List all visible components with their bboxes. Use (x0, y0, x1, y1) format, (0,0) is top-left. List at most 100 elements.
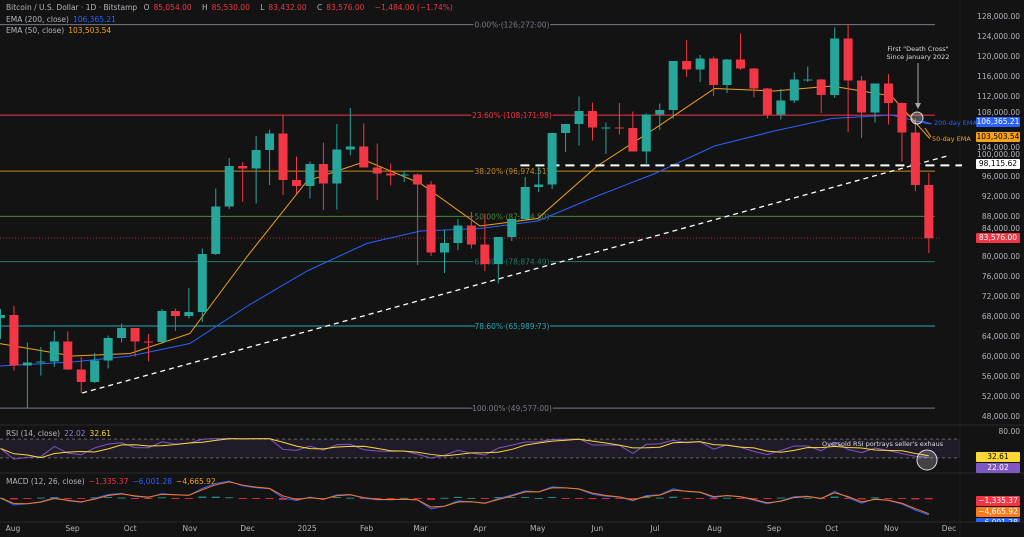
macd-legend[interactable]: MACD (12, 26, close) −1,335.37 −6,001.28 −4… (6, 477, 220, 486)
macd-histogram-bar (507, 497, 516, 499)
candle (507, 219, 517, 237)
resistance-price-badge: 98,115.62 (976, 159, 1020, 169)
candle (614, 127, 624, 129)
ema200-legend[interactable]: EMA (200, close) 106,365.21 (6, 15, 120, 24)
rsi-ma-value: 32.61 (89, 429, 112, 438)
macd-histogram-bar (534, 497, 543, 499)
candle (386, 173, 396, 176)
ema50-legend[interactable]: EMA (50, close) 103,503.54 (6, 26, 115, 35)
candle (130, 328, 140, 342)
candle (682, 61, 692, 70)
macd-histogram-bar (440, 497, 449, 499)
x-tick-label: Apr (474, 524, 488, 533)
candle (897, 103, 907, 133)
macd-histogram-bar (292, 498, 301, 499)
macd-histogram-bar (696, 498, 705, 499)
fib-level-label: 61.80% (78,874.49) (474, 258, 549, 267)
y-tick-label: 96,000.00 (982, 172, 1020, 181)
candle (49, 341, 59, 362)
ohlc-high: H 85,530.00 (202, 3, 254, 12)
candle (789, 79, 799, 101)
macd-histogram-bar (642, 497, 651, 499)
candle (211, 206, 221, 254)
candle (359, 146, 369, 168)
candle (628, 128, 638, 152)
candle (466, 225, 476, 245)
candle (9, 315, 19, 366)
macd-histogram-bar (77, 498, 86, 499)
macd-histogram-bar (346, 497, 355, 499)
x-tick-label: Sep (767, 524, 781, 533)
death-cross-note: Since January 2022 (887, 53, 950, 61)
change-value: −1,484.00 (−1.74%) (374, 3, 453, 12)
rsi-ma-line (0, 438, 929, 459)
candle (372, 167, 382, 174)
y-tick-label: 64,000.00 (982, 332, 1020, 341)
candle (803, 79, 813, 81)
candle (655, 110, 665, 115)
death-cross-circle (910, 111, 924, 125)
macd-histogram-bar (171, 498, 180, 499)
macd-badge: −6,001.28 (976, 518, 1020, 522)
candle (103, 338, 113, 361)
candle (117, 328, 127, 338)
fib-level-label: 100.00% (49,577.00) (472, 404, 552, 413)
ema50-value: 103,503.54 (68, 26, 112, 35)
high-label: H (202, 3, 208, 12)
x-tick-label: 2025 (298, 524, 317, 533)
candle (561, 124, 571, 133)
death-cross-note: First "Death Cross" (887, 45, 948, 53)
macd-histogram-bar (669, 496, 678, 498)
ascending-trendline[interactable] (82, 155, 948, 394)
candle (816, 79, 826, 95)
macd-histogram-bar (548, 496, 557, 498)
y-tick-label: 108,000.00 (977, 108, 1020, 117)
candle (238, 166, 248, 169)
candle (870, 83, 880, 113)
x-tick-label: Sep (66, 524, 80, 533)
low-value: 83,432.00 (268, 3, 307, 12)
macd-histogram-bar (682, 498, 691, 499)
x-tick-label: Dec (240, 524, 255, 533)
candle (857, 80, 867, 113)
rsi-legend[interactable]: RSI (14, close) 22.02 32.61 (6, 429, 115, 438)
macd-histogram-bar (23, 498, 32, 499)
candle (0, 315, 6, 318)
y-tick-label: 112,000.00 (977, 92, 1020, 101)
candle (291, 180, 301, 186)
ohlc-close: C 83,576.00 (317, 3, 368, 12)
macd-histogram-bar (238, 498, 247, 499)
macd-histogram-bar (575, 498, 584, 499)
x-tick-label: Nov (183, 524, 198, 533)
macd-histogram-bar (857, 498, 866, 500)
candle (157, 311, 167, 342)
candle (534, 184, 544, 187)
macd-histogram-bar (90, 497, 99, 499)
x-tick-label: Aug (6, 524, 21, 533)
candle (830, 38, 840, 95)
macd-histogram-bar (897, 498, 906, 499)
macd-histogram-bar (776, 497, 785, 499)
candle (318, 164, 328, 184)
candle (170, 311, 180, 316)
fib-level-label: 38.20% (96,974.51) (474, 167, 549, 176)
macd-histogram-bar (521, 496, 530, 498)
ema50-price-badge: 103,503.54 (976, 132, 1020, 142)
macd-histogram-bar (763, 498, 772, 499)
rsi-axis-label: 80.00 (999, 427, 1021, 436)
y-tick-label: 84,000.00 (982, 224, 1020, 233)
open-label: O (143, 3, 150, 12)
macd-histogram-bar (844, 498, 853, 500)
candle (547, 133, 557, 185)
macd-label: MACD (12, 26, close) (6, 477, 85, 486)
candle (265, 133, 275, 150)
macd-histogram-bar (871, 497, 880, 499)
y-tick-label: 52,000.00 (982, 392, 1020, 401)
rsi-badge: 22.02 (976, 463, 1020, 473)
fib-level-label: 23.60% (108,171.98) (472, 111, 552, 120)
macd-line (0, 480, 930, 516)
rsi-oversold-circle (916, 449, 938, 471)
macd-histogram-bar (911, 498, 920, 500)
ema50-annotation: 50-day EMA (932, 135, 971, 143)
